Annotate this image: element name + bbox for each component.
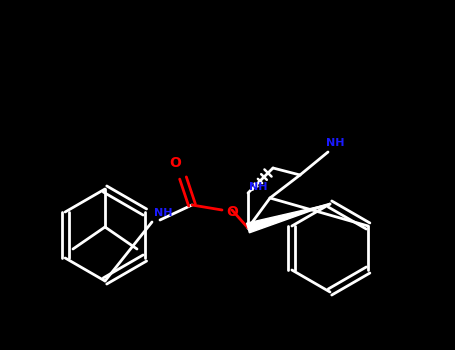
- Text: NH: NH: [154, 208, 172, 218]
- Text: NH: NH: [326, 138, 344, 148]
- Text: NH: NH: [249, 182, 268, 192]
- Text: O: O: [169, 156, 181, 170]
- Text: O: O: [226, 205, 238, 219]
- Polygon shape: [247, 204, 330, 233]
